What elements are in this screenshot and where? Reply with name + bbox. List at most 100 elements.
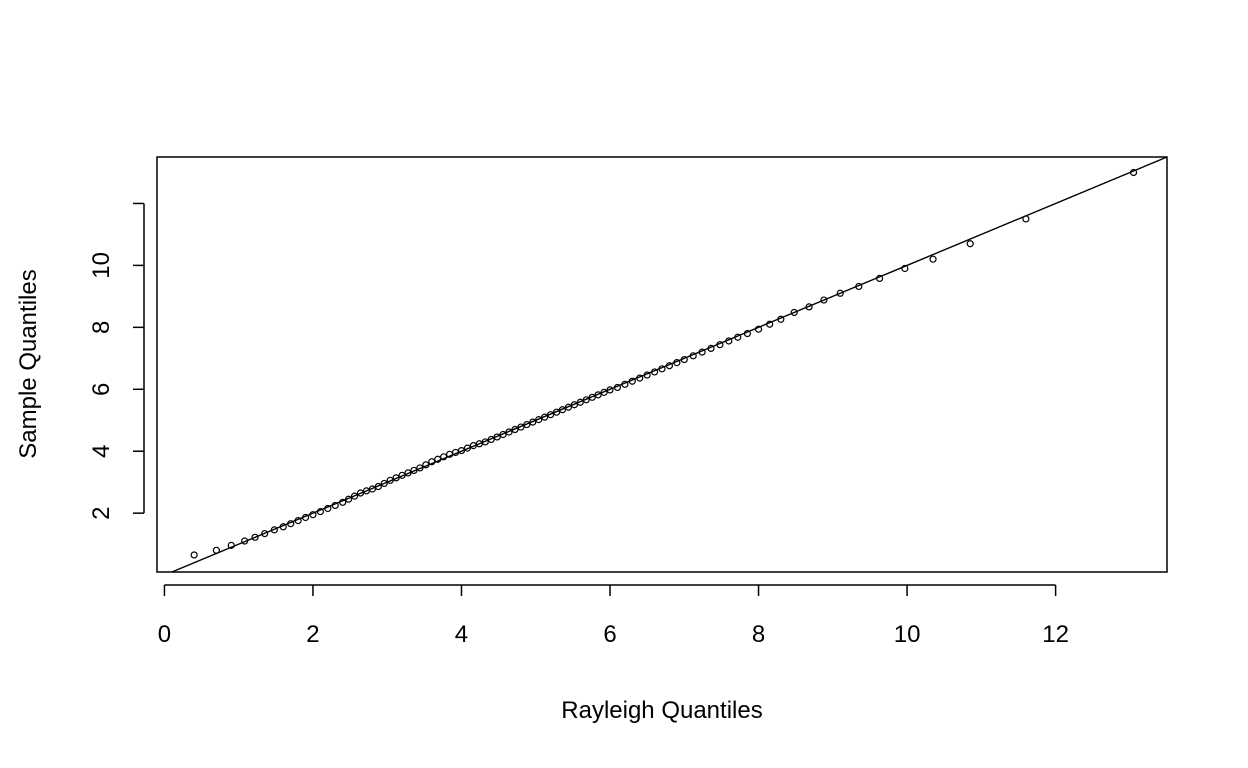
x-tick-label: 2 [306, 621, 319, 648]
data-point [855, 282, 863, 291]
data-point [529, 418, 537, 426]
data-point [316, 508, 324, 516]
data-point [410, 466, 418, 475]
data-point [517, 423, 525, 431]
reference-line [171, 156, 1168, 573]
data-point [535, 416, 543, 424]
data-point [1022, 215, 1030, 223]
data-point [422, 461, 430, 469]
y-axis: 2 4 6 8 10 [88, 202, 145, 520]
data-point [404, 469, 412, 477]
data-point [331, 501, 339, 510]
data-point [805, 303, 813, 311]
data-point [270, 526, 278, 534]
data-point [689, 352, 697, 360]
data-point [392, 474, 400, 482]
data-point [416, 464, 424, 472]
data-point [294, 516, 302, 525]
data-point [398, 471, 406, 479]
data-point [541, 413, 549, 421]
data-point [324, 504, 332, 513]
data-point [606, 386, 614, 394]
data-point [481, 438, 489, 446]
data-point [511, 425, 519, 434]
data-point [386, 476, 394, 484]
x-axis-title: Rayleigh Quantiles [561, 697, 762, 724]
data-point [547, 411, 555, 419]
y-tick-label: 6 [88, 383, 115, 396]
data-point [345, 495, 353, 503]
data-point [309, 511, 317, 519]
data-point [356, 489, 365, 497]
data-point [428, 458, 436, 466]
data-point [505, 428, 513, 436]
data-point [665, 362, 674, 370]
data-point [777, 315, 785, 323]
data-point [487, 435, 495, 444]
data-point [457, 446, 466, 455]
data-point [558, 406, 567, 414]
data-point [643, 371, 651, 379]
data-point [241, 537, 249, 545]
data-point [743, 329, 752, 338]
x-tick-label: 4 [455, 621, 468, 648]
data-point [820, 296, 828, 304]
data-point [212, 546, 221, 554]
x-tick-label: 12 [1042, 621, 1069, 648]
data-point [673, 359, 681, 367]
data-point [790, 308, 798, 317]
y-tick-label: 4 [88, 445, 115, 458]
x-tick-label: 0 [158, 621, 171, 648]
data-point [707, 344, 715, 352]
x-tick-label: 6 [603, 621, 616, 648]
data-point [374, 482, 382, 491]
points-layer [190, 168, 1138, 559]
data-point [564, 403, 573, 411]
data-point [523, 420, 531, 429]
data-point [680, 355, 688, 364]
data-point [552, 408, 561, 416]
data-point [613, 383, 622, 392]
x-tick-label: 10 [894, 621, 921, 648]
data-point [380, 479, 388, 488]
data-point [650, 368, 659, 376]
data-point [570, 401, 578, 409]
data-point [434, 455, 442, 463]
reference-line-layer [171, 156, 1168, 573]
data-point [698, 348, 706, 356]
data-point [636, 374, 644, 382]
x-tick-label: 8 [752, 621, 765, 648]
data-point [279, 523, 287, 531]
data-point [588, 393, 596, 401]
data-point [628, 377, 636, 385]
x-axis: 0 2 4 6 8 10 12 [158, 584, 1069, 648]
data-point [350, 492, 359, 500]
data-point [368, 485, 376, 493]
data-point [339, 498, 347, 506]
data-point [716, 341, 724, 349]
data-point [901, 264, 909, 273]
data-point [621, 380, 629, 388]
y-tick-label: 2 [88, 506, 115, 519]
data-point [251, 533, 259, 541]
data-point [594, 391, 602, 399]
data-point [600, 388, 608, 396]
data-point [190, 551, 198, 559]
plot-frame [156, 156, 1168, 573]
data-point [929, 255, 937, 263]
data-point [261, 529, 269, 538]
data-point [463, 444, 472, 452]
data-point [875, 274, 884, 283]
data-point [658, 365, 666, 373]
data-point [1129, 168, 1138, 177]
data-point [734, 333, 742, 341]
data-point [582, 396, 590, 404]
data-point [576, 398, 584, 406]
data-point [287, 520, 295, 528]
data-point [966, 240, 974, 248]
y-axis-title: Sample Quantiles [15, 269, 42, 458]
data-point [227, 541, 235, 549]
data-point [725, 337, 733, 345]
y-tick-label: 8 [88, 321, 115, 334]
